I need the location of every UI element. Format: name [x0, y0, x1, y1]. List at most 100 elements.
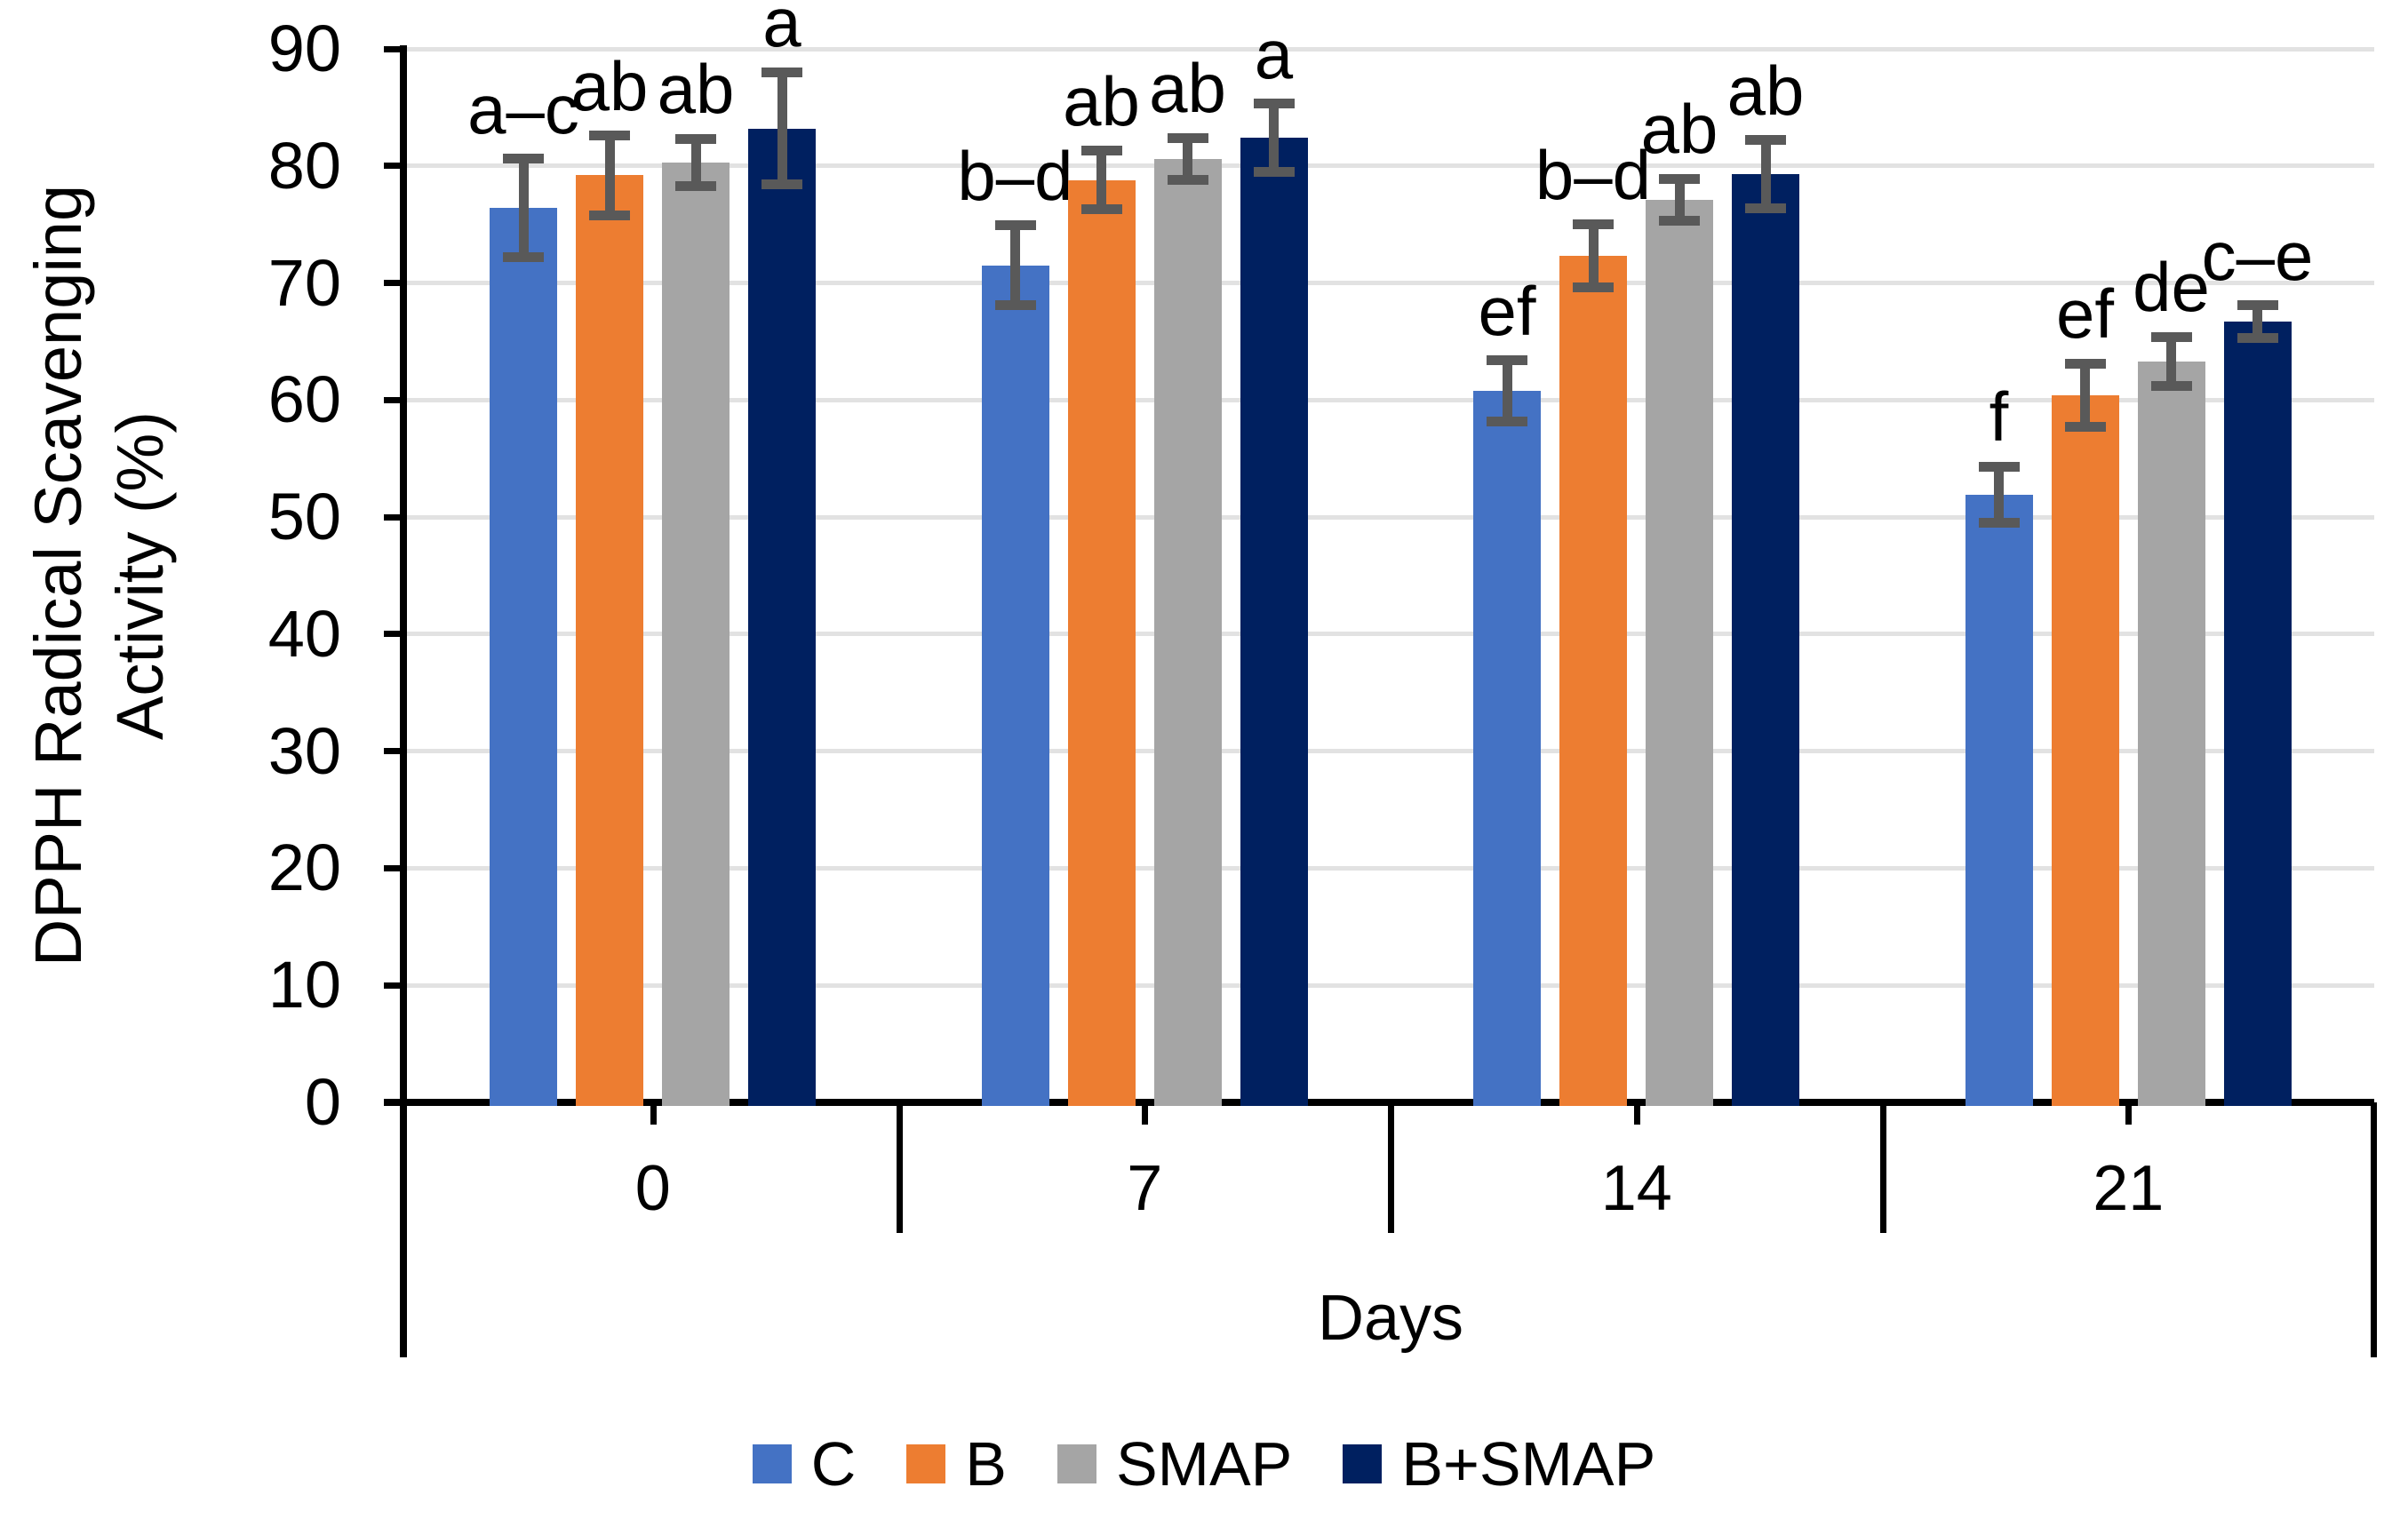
y-gridline: [407, 982, 2374, 988]
sig-letter-label: de: [2133, 248, 2210, 327]
bar-B-day0: [576, 175, 643, 1106]
sig-letter-label: b–d: [957, 136, 1073, 215]
y-tick: [384, 513, 407, 521]
y-tick-label: 90: [267, 12, 341, 85]
y-tick: [384, 280, 407, 287]
error-bar-line: [2080, 363, 2090, 427]
error-bar-cap-bottom: [1253, 166, 1295, 177]
legend-item-B: B: [906, 1428, 1007, 1499]
error-bar-line: [1269, 103, 1279, 172]
error-bar-cap-top: [1659, 173, 1700, 184]
y-tick: [384, 748, 407, 755]
error-bar-cap-top: [2237, 300, 2278, 311]
category-label: 21: [2093, 1153, 2165, 1224]
sig-letter-label: ef: [1478, 271, 1536, 350]
y-tick-label: 10: [267, 948, 341, 1022]
bar-B+SMAP-day0: [748, 128, 816, 1106]
error-bar-line: [1010, 225, 1020, 306]
bar-B-day14: [1559, 256, 1627, 1106]
error-bar-cap-top: [1745, 135, 1786, 146]
error-bar-line: [777, 72, 787, 185]
legend-label: SMAP: [1115, 1429, 1293, 1499]
legend-label: B: [965, 1429, 1007, 1499]
error-bar-cap-top: [1167, 132, 1208, 143]
error-bar-line: [1588, 224, 1599, 288]
y-tick-label: 60: [267, 362, 341, 437]
sig-letter-label: ef: [2055, 274, 2115, 354]
category-label: 7: [1127, 1153, 1163, 1224]
sig-letter-label: ab: [1063, 61, 1140, 140]
y-gridline: [407, 281, 2374, 286]
error-bar-cap-top: [1080, 146, 1122, 156]
error-bar-line: [604, 135, 615, 216]
legend: C B SMAP B+SMAP: [0, 1428, 2408, 1499]
sig-letter-label: c–e: [2201, 216, 2314, 295]
bar-SMAP-day14: [1646, 199, 1713, 1106]
error-bar-cap-bottom: [1573, 282, 1614, 293]
error-bar-line: [2166, 337, 2176, 386]
legend-marker-B: [906, 1444, 946, 1483]
error-bar-line: [1502, 360, 1512, 422]
bar-B-day7: [1067, 179, 1136, 1106]
y-tick: [384, 163, 407, 170]
bar-C-day21: [1965, 495, 2033, 1106]
error-bar-line: [1674, 179, 1685, 221]
y-gridline: [407, 749, 2374, 754]
error-bar-cap-bottom: [2237, 332, 2278, 343]
error-bar-cap-bottom: [2150, 381, 2192, 392]
error-bar-cap-top: [994, 220, 1036, 231]
legend-marker-C: [752, 1444, 792, 1483]
error-bar-cap-top: [2064, 358, 2106, 369]
error-bar-cap-bottom: [1167, 175, 1208, 186]
error-bar-line: [1183, 138, 1192, 180]
legend-marker-SMAP: [1056, 1444, 1096, 1483]
sig-letter-label: a: [762, 0, 801, 62]
bar-B-day21: [2051, 395, 2119, 1106]
category-divider: [1388, 1102, 1394, 1233]
sig-letter-label: f: [1989, 378, 2009, 457]
error-bar-cap-bottom: [2064, 422, 2106, 433]
bar-C-day0: [490, 208, 557, 1106]
y-tick: [384, 982, 407, 989]
y-tick: [384, 864, 407, 871]
error-bar-cap-top: [1487, 355, 1527, 366]
y-tick: [384, 396, 407, 403]
sig-letter-label: ab: [1726, 51, 1805, 130]
y-gridline: [407, 514, 2374, 520]
error-bar-cap-top: [1978, 461, 2020, 472]
error-bar-cap-bottom: [589, 210, 630, 220]
legend-label: C: [810, 1429, 857, 1499]
error-bar-cap-bottom: [1978, 518, 2020, 529]
error-bar-cap-top: [761, 67, 802, 77]
bar-SMAP-day0: [662, 162, 730, 1106]
y-gridline: [407, 163, 2374, 169]
y-gridline: [407, 397, 2374, 402]
error-bar-line: [518, 158, 529, 258]
y-axis-line: [400, 45, 407, 1357]
legend-label: B+SMAP: [1401, 1429, 1656, 1499]
bar-B+SMAP-day14: [1732, 174, 1799, 1106]
category-tick: [2125, 1102, 2133, 1125]
bar-SMAP-day7: [1153, 158, 1222, 1106]
y-tick-label: 80: [267, 128, 341, 203]
sig-letter-label: a–c: [467, 69, 579, 148]
y-tick-label: 70: [267, 245, 341, 320]
category-label: 14: [1600, 1153, 1672, 1224]
error-bar-cap-bottom: [761, 179, 802, 190]
sig-letter-label: ab: [1640, 90, 1718, 169]
x-axis-title: Days: [1317, 1283, 1464, 1354]
sig-letter-label: a: [1254, 14, 1294, 93]
y-tick-label: 30: [267, 713, 341, 788]
sig-letter-label: b–d: [1535, 135, 1652, 214]
legend-item-SMAP: SMAP: [1056, 1428, 1293, 1499]
error-bar-cap-bottom: [503, 252, 544, 263]
error-bar-cap-bottom: [1080, 204, 1122, 215]
error-bar-cap-top: [675, 133, 716, 144]
sig-letter-label: ab: [1149, 49, 1226, 128]
y-tick: [384, 45, 407, 52]
y-axis-title-line2: Activity (%): [103, 411, 177, 740]
error-bar-cap-top: [1253, 99, 1295, 109]
y-tick-label: 50: [267, 480, 341, 554]
y-axis-title: DPPH Radical Scavenging Activity (%): [18, 49, 187, 1102]
